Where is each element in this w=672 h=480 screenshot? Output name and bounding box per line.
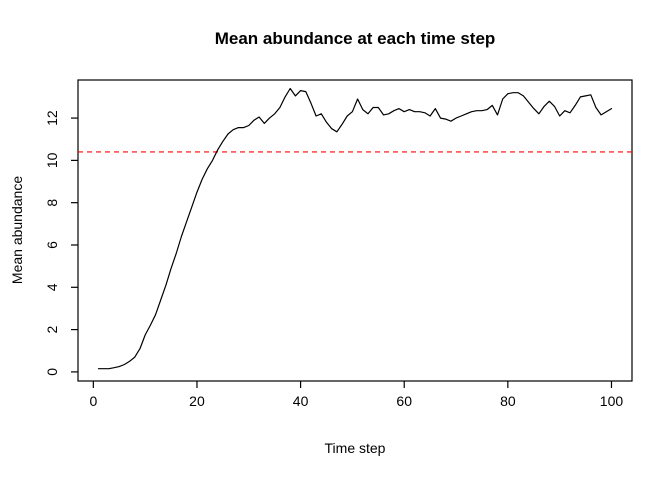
x-tick-label: 60: [396, 393, 412, 409]
y-axis-ticks: 0 2 4 6 8 10 12: [44, 110, 78, 376]
x-tick-label: 20: [189, 393, 205, 409]
x-axis-label: Time step: [325, 440, 386, 456]
x-tick-label: 40: [293, 393, 309, 409]
x-tick-label: 100: [600, 393, 624, 409]
y-tick-label: 6: [44, 241, 60, 249]
x-axis-ticks: 0 20 40 60 80 100: [89, 381, 623, 409]
y-tick-label: 0: [44, 368, 60, 376]
x-tick-label: 0: [89, 393, 97, 409]
series-line-mean-abundance: [97, 87, 613, 370]
x-tick-label: 80: [500, 393, 516, 409]
y-tick-label: 8: [44, 199, 60, 207]
y-tick-label: 10: [44, 152, 60, 168]
y-tick-label: 4: [44, 283, 60, 291]
y-axis-label: Mean abundance: [9, 176, 25, 284]
y-tick-label: 12: [44, 110, 60, 126]
plot-border: [77, 79, 633, 382]
chart-title: Mean abundance at each time step: [215, 29, 496, 48]
y-tick-label: 2: [44, 325, 60, 333]
